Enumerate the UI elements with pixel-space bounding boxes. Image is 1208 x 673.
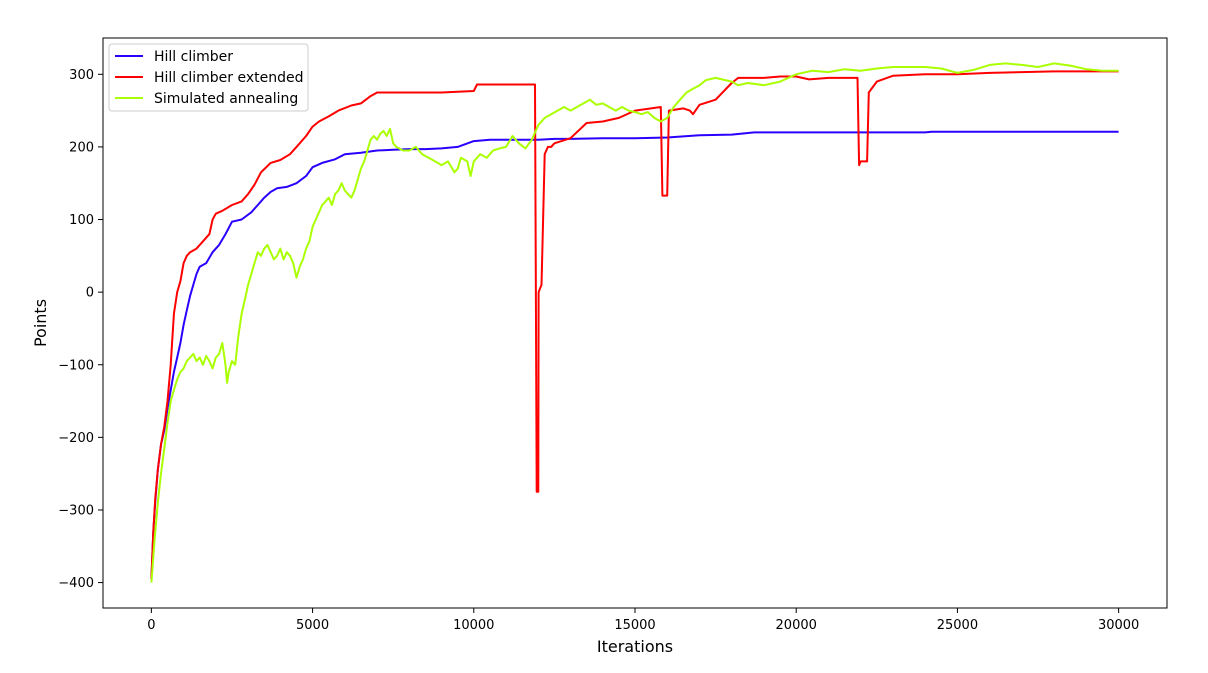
legend: Hill climber Hill climber extended Simulat…: [108, 43, 309, 112]
y-tick-label: 200: [69, 140, 94, 155]
x-tick-label: 5000: [296, 618, 329, 633]
y-tick-label: 0: [86, 286, 94, 301]
y-tick-label: 100: [69, 213, 94, 228]
y-axis-ticks: −400 −300 −200 −100 0 100 200 300: [58, 68, 103, 591]
x-tick-label: 0: [147, 618, 155, 633]
legend-label-3: Simulated annealing: [154, 91, 298, 107]
y-tick-label: −300: [58, 503, 94, 518]
x-tick-label: 25000: [937, 618, 978, 633]
series-line-2: [150, 70, 1119, 580]
x-axis-label: Iterations: [597, 637, 673, 656]
x-tick-label: 30000: [1098, 618, 1139, 633]
y-axis-label: Points: [31, 299, 50, 347]
x-tick-label: 15000: [614, 618, 655, 633]
legend-box: [108, 43, 309, 112]
legend-label-2: Hill climber extended: [154, 70, 303, 86]
series-line-3: [150, 62, 1119, 583]
y-tick-label: −200: [58, 431, 94, 446]
series-layer: [150, 62, 1119, 583]
y-tick-label: −100: [58, 358, 94, 373]
y-tick-label: −400: [58, 576, 94, 591]
y-tick-label: 300: [69, 68, 94, 83]
series-line-1: [150, 130, 1119, 580]
legend-label-1: Hill climber: [154, 49, 233, 65]
x-tick-label: 10000: [453, 618, 494, 633]
x-tick-label: 20000: [776, 618, 817, 633]
x-axis-ticks: 0 5000 10000 15000 20000 25000 30000: [147, 608, 1139, 633]
